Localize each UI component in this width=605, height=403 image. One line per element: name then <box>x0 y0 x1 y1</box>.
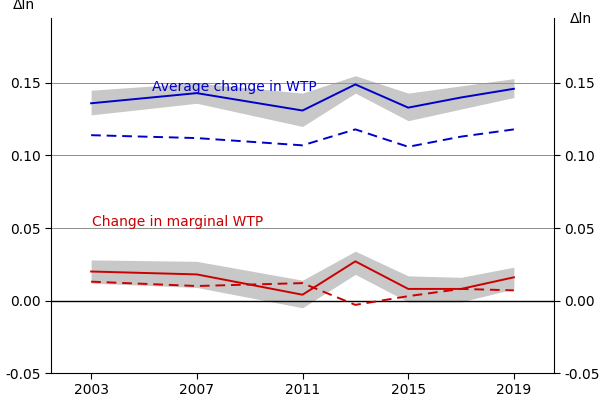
Y-axis label: Δln: Δln <box>570 12 592 26</box>
Text: Average change in WTP: Average change in WTP <box>152 79 316 93</box>
Text: Change in marginal WTP: Change in marginal WTP <box>91 214 263 229</box>
Y-axis label: Δln: Δln <box>13 0 35 12</box>
